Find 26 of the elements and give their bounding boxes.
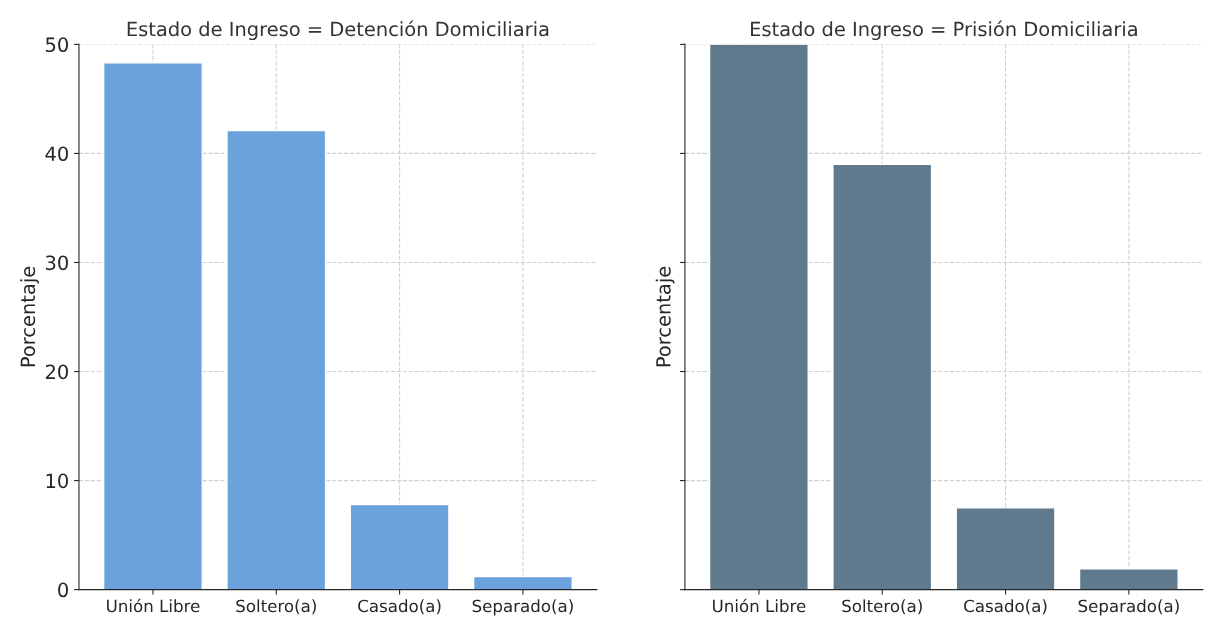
bar: [1078, 568, 1179, 590]
x-tick-label: Soltero(a): [236, 599, 316, 615]
chart-title: Estado de Ingreso = Prisión Domiciliaria: [751, 20, 1137, 41]
y-tick-label: 0: [58, 582, 68, 598]
x-tick-label: Unión Libre: [107, 598, 200, 613]
x-tick-label: Casado(a): [358, 599, 441, 615]
x-tick-label: Separado(a): [472, 599, 573, 616]
y-tick-label: 10: [46, 473, 68, 489]
bar: [349, 503, 450, 590]
chart-title: Estado de Ingreso = Detención Domiciliaria: [127, 20, 549, 41]
y-axis-title: Porcentaje: [655, 266, 675, 367]
y-tick-label: 50: [46, 37, 68, 53]
x-tick-label: Soltero(a): [842, 599, 922, 615]
x-tick-label: Casado(a): [964, 599, 1047, 615]
y-axis-title: Porcentaje: [20, 266, 39, 367]
bar: [102, 62, 203, 590]
bar: [226, 129, 327, 590]
bar: [472, 575, 573, 590]
x-tick-label: Separado(a): [1078, 599, 1179, 616]
x-tick-label: Unión Libre: [713, 598, 806, 613]
y-tick-label: 40: [45, 146, 68, 162]
bar: [955, 507, 1056, 590]
y-tick-label: 20: [45, 364, 68, 380]
y-tick-label: 30: [45, 255, 68, 271]
bar: [708, 44, 809, 590]
bar: [832, 163, 933, 590]
